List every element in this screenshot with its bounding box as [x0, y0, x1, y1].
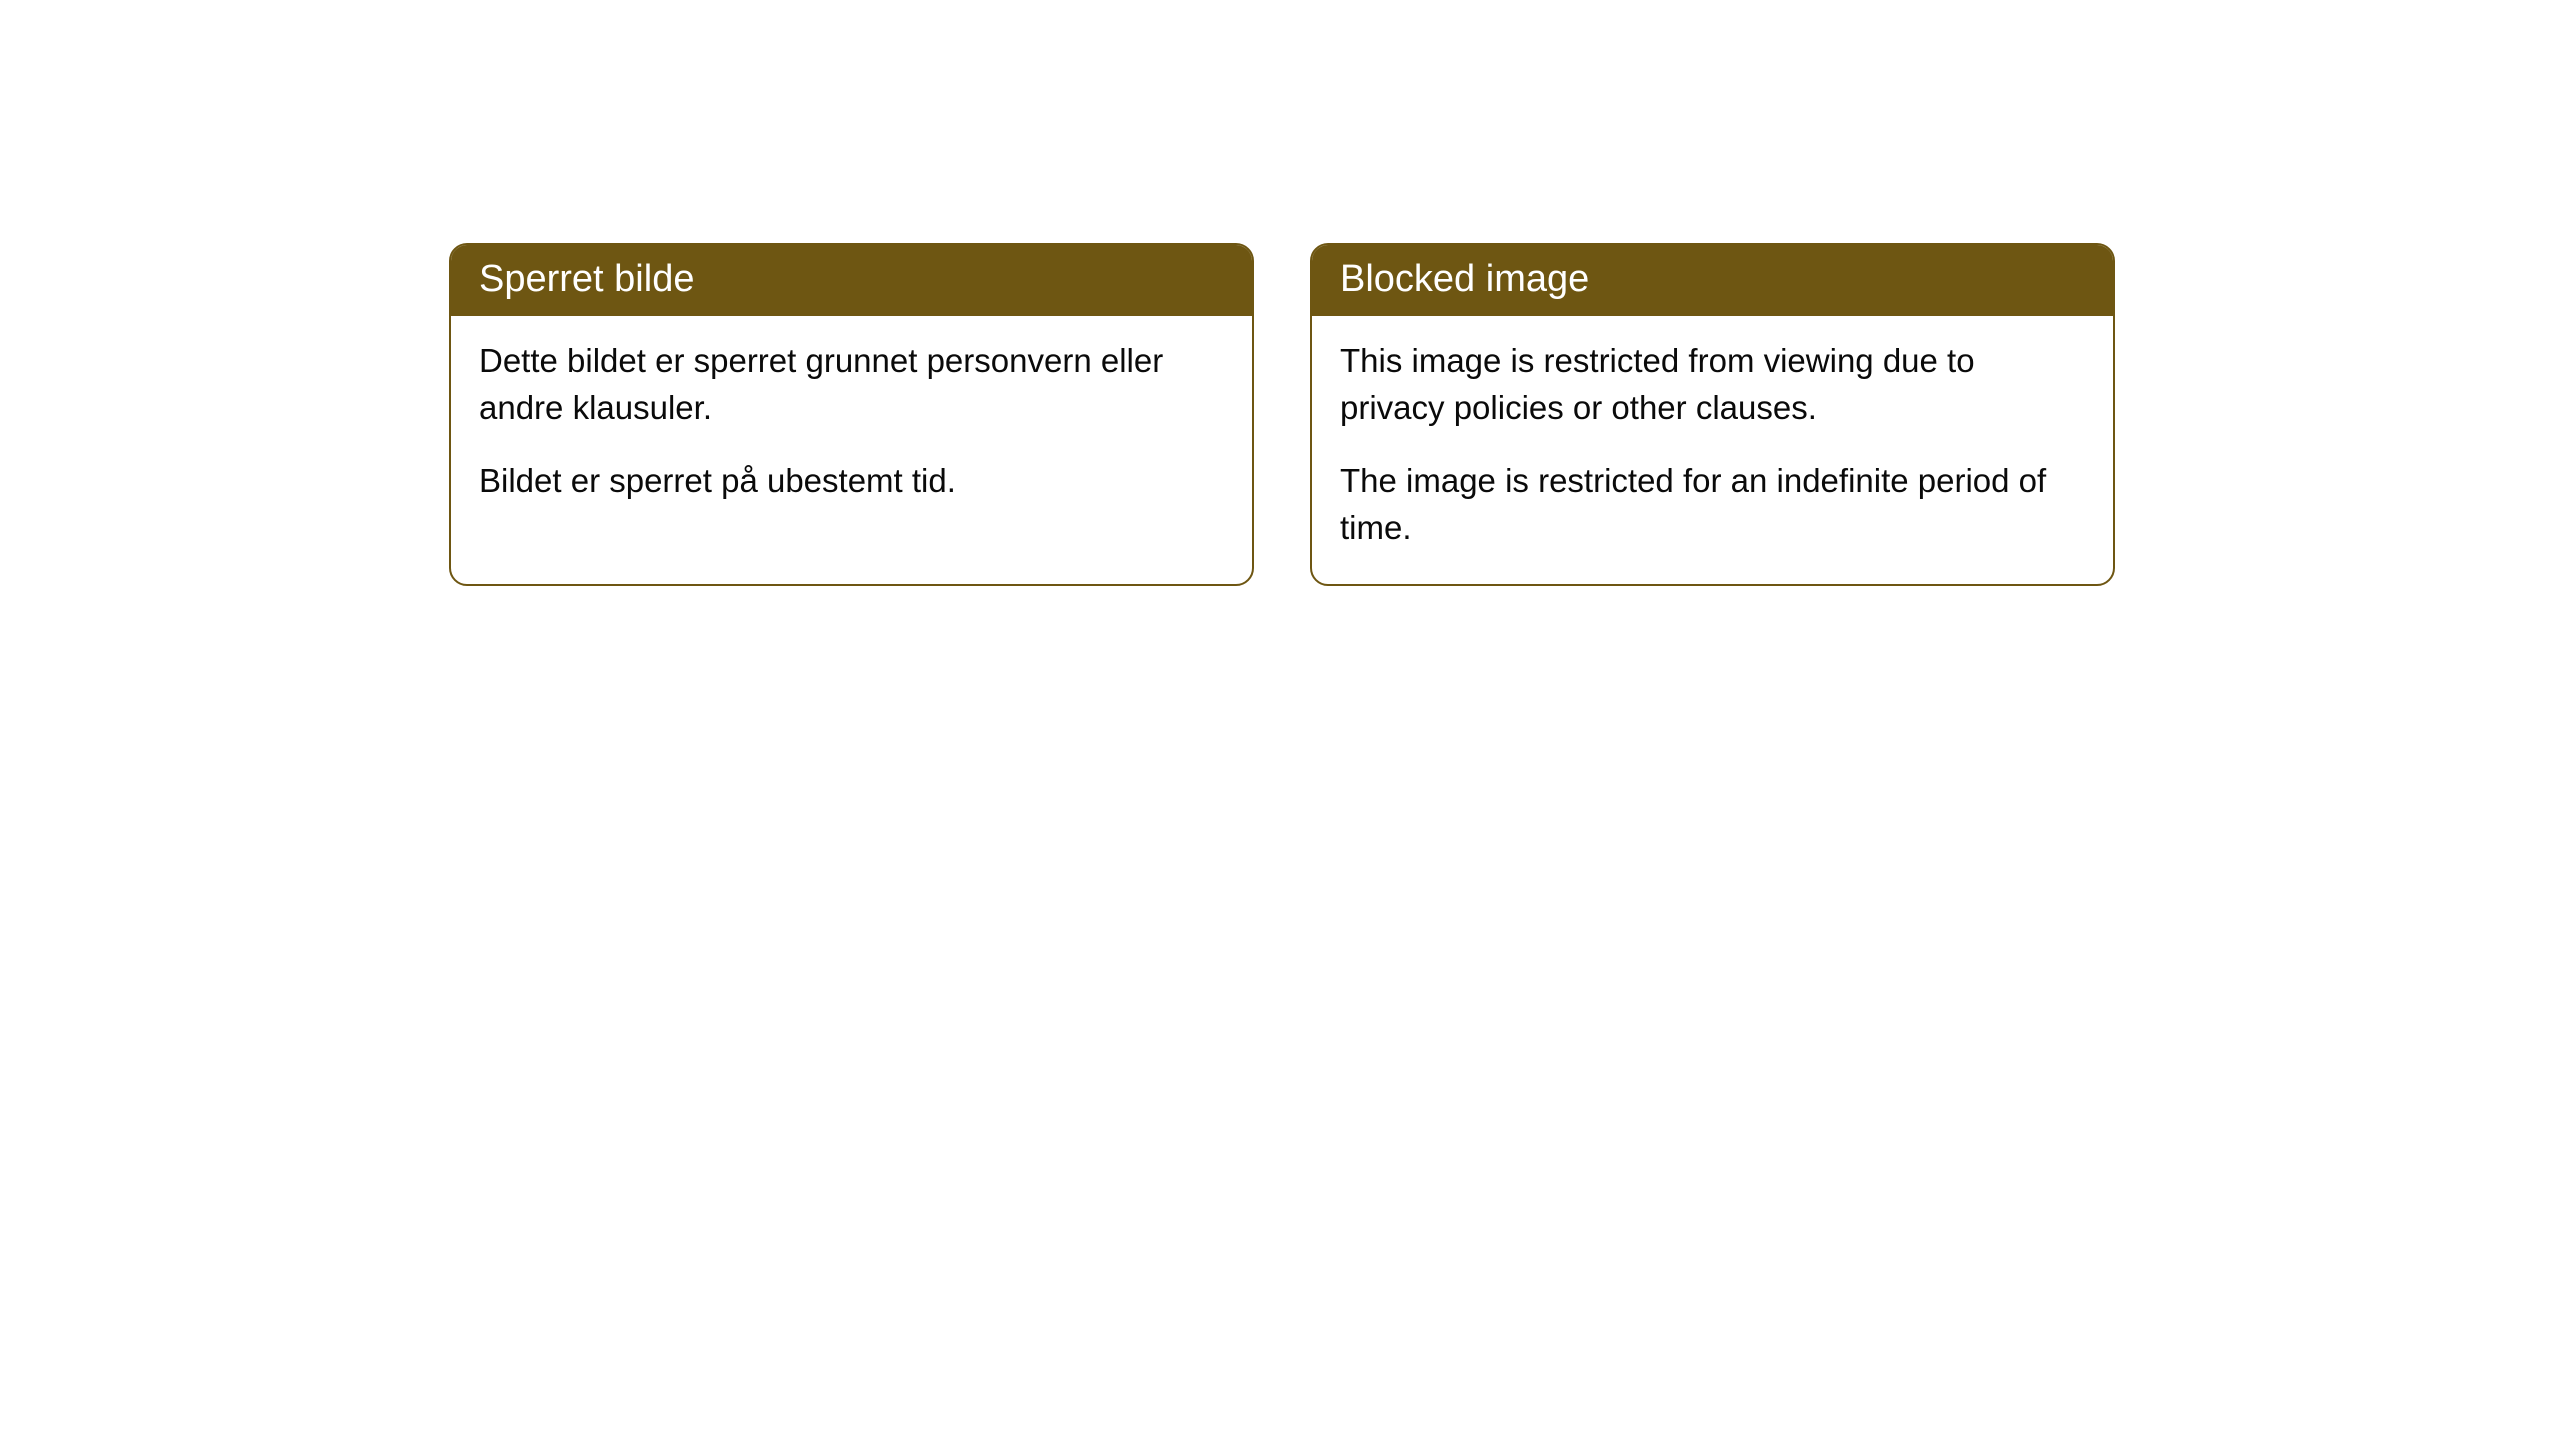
card-header: Blocked image — [1312, 245, 2113, 316]
card-paragraph: Bildet er sperret på ubestemt tid. — [479, 458, 1224, 505]
card-body: This image is restricted from viewing du… — [1312, 316, 2113, 583]
card-paragraph: This image is restricted from viewing du… — [1340, 338, 2085, 432]
notice-cards-container: Sperret bilde Dette bildet er sperret gr… — [449, 243, 2115, 586]
card-body: Dette bildet er sperret grunnet personve… — [451, 316, 1252, 537]
notice-card-english: Blocked image This image is restricted f… — [1310, 243, 2115, 586]
card-paragraph: Dette bildet er sperret grunnet personve… — [479, 338, 1224, 432]
card-header: Sperret bilde — [451, 245, 1252, 316]
card-paragraph: The image is restricted for an indefinit… — [1340, 458, 2085, 552]
notice-card-norwegian: Sperret bilde Dette bildet er sperret gr… — [449, 243, 1254, 586]
